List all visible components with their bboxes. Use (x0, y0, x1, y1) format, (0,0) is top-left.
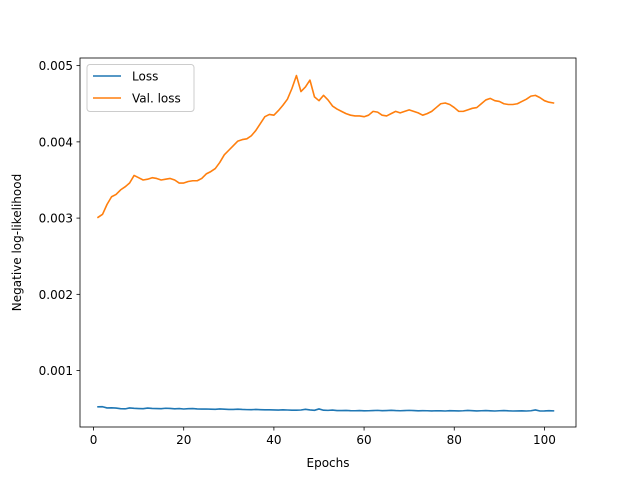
y-tick-label: 0.004 (39, 135, 73, 149)
x-tick-label: 40 (266, 433, 281, 447)
y-tick-label: 0.002 (39, 288, 73, 302)
legend-label-loss: Loss (132, 70, 158, 84)
x-tick-label: 0 (90, 433, 98, 447)
x-axis-label: Epochs (307, 456, 350, 470)
x-tick-label: 100 (533, 433, 556, 447)
y-axis-ticks: 0.001 0.002 0.003 0.004 0.005 (39, 59, 80, 378)
x-axis-ticks: 0 20 40 60 80 100 (90, 427, 556, 447)
y-tick-label: 0.005 (39, 59, 73, 73)
y-axis-label: Negative log-likelihood (10, 174, 24, 311)
legend-label-val-loss: Val. loss (132, 92, 181, 106)
series-line-val-loss (96, 74, 555, 219)
x-tick-label: 60 (356, 433, 371, 447)
x-tick-label: 20 (176, 433, 191, 447)
plot-frame (79, 57, 577, 428)
series-line-loss (97, 405, 555, 412)
plot-area (80, 58, 576, 427)
x-tick-label: 80 (447, 433, 462, 447)
y-tick-label: 0.003 (39, 212, 73, 226)
legend: Loss Val. loss (86, 64, 195, 112)
series-lines (96, 74, 555, 412)
y-tick-label: 0.001 (39, 364, 73, 378)
